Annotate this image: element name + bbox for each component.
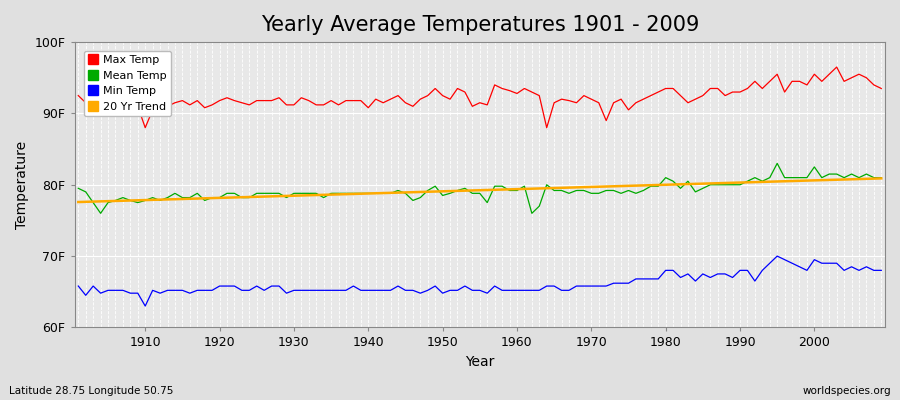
Text: Latitude 28.75 Longitude 50.75: Latitude 28.75 Longitude 50.75 <box>9 386 174 396</box>
Y-axis label: Temperature: Temperature <box>15 141 29 229</box>
X-axis label: Year: Year <box>465 355 494 369</box>
Text: worldspecies.org: worldspecies.org <box>803 386 891 396</box>
Legend: Max Temp, Mean Temp, Min Temp, 20 Yr Trend: Max Temp, Mean Temp, Min Temp, 20 Yr Tre… <box>85 50 171 116</box>
Title: Yearly Average Temperatures 1901 - 2009: Yearly Average Temperatures 1901 - 2009 <box>261 15 699 35</box>
